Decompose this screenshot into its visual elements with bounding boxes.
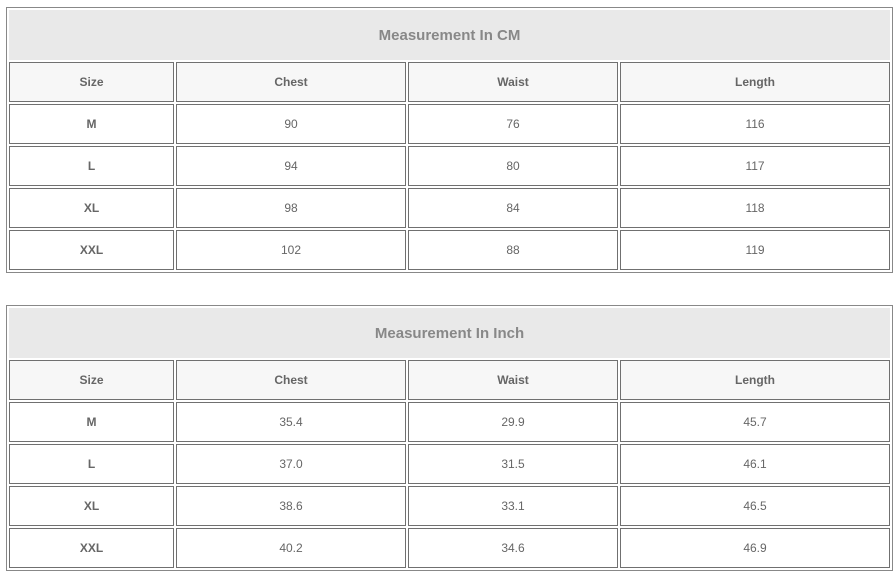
table-row: M 90 76 116 xyxy=(9,104,891,144)
table-row: XL 98 84 118 xyxy=(9,188,891,228)
header-row: Size Chest Waist Length xyxy=(9,62,891,102)
size-cell: XL xyxy=(9,188,174,228)
inch-size-table: Measurement In Inch Size Chest Waist Length M… xyxy=(6,305,894,571)
value-cell: 45.7 xyxy=(620,402,891,442)
table-row: L 94 80 117 xyxy=(9,146,891,186)
table-row: M 35.4 29.9 45.7 xyxy=(9,402,891,442)
column-header: Size xyxy=(9,360,174,400)
value-cell: 119 xyxy=(620,230,891,270)
column-header: Chest xyxy=(176,360,406,400)
value-cell: 33.1 xyxy=(408,486,618,526)
value-cell: 46.9 xyxy=(620,528,891,568)
size-cell: XXL xyxy=(9,528,174,568)
value-cell: 46.5 xyxy=(620,486,891,526)
value-cell: 80 xyxy=(408,146,618,186)
size-cell: L xyxy=(9,146,174,186)
size-cell: M xyxy=(9,104,174,144)
value-cell: 40.2 xyxy=(176,528,406,568)
value-cell: 29.9 xyxy=(408,402,618,442)
size-cell: XL xyxy=(9,486,174,526)
value-cell: 37.0 xyxy=(176,444,406,484)
column-header: Waist xyxy=(408,360,618,400)
table-row: L 37.0 31.5 46.1 xyxy=(9,444,891,484)
value-cell: 38.6 xyxy=(176,486,406,526)
value-cell: 46.1 xyxy=(620,444,891,484)
size-cell: XXL xyxy=(9,230,174,270)
size-cell: M xyxy=(9,402,174,442)
column-header: Length xyxy=(620,360,891,400)
value-cell: 35.4 xyxy=(176,402,406,442)
size-cell: L xyxy=(9,444,174,484)
value-cell: 116 xyxy=(620,104,891,144)
value-cell: 102 xyxy=(176,230,406,270)
table-row: XXL 40.2 34.6 46.9 xyxy=(9,528,891,568)
value-cell: 76 xyxy=(408,104,618,144)
value-cell: 90 xyxy=(176,104,406,144)
table-title: Measurement In CM xyxy=(9,10,891,60)
value-cell: 98 xyxy=(176,188,406,228)
value-cell: 118 xyxy=(620,188,891,228)
column-header: Waist xyxy=(408,62,618,102)
value-cell: 117 xyxy=(620,146,891,186)
column-header: Chest xyxy=(176,62,406,102)
header-row: Size Chest Waist Length xyxy=(9,360,891,400)
value-cell: 84 xyxy=(408,188,618,228)
value-cell: 34.6 xyxy=(408,528,618,568)
value-cell: 31.5 xyxy=(408,444,618,484)
value-cell: 88 xyxy=(408,230,618,270)
value-cell: 94 xyxy=(176,146,406,186)
column-header: Length xyxy=(620,62,891,102)
table-row: XXL 102 88 119 xyxy=(9,230,891,270)
table-title: Measurement In Inch xyxy=(9,308,891,358)
column-header: Size xyxy=(9,62,174,102)
table-row: XL 38.6 33.1 46.5 xyxy=(9,486,891,526)
cm-size-table: Measurement In CM Size Chest Waist Length M 90… xyxy=(6,7,894,273)
